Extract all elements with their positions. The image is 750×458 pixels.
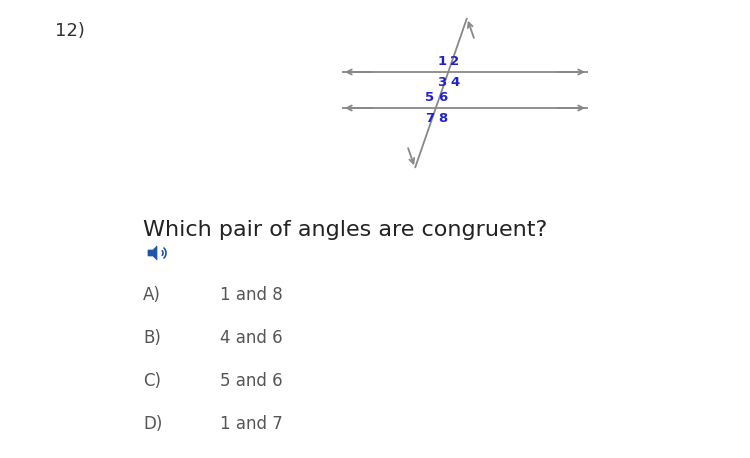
Text: 6: 6 (438, 91, 447, 104)
Text: Which pair of angles are congruent?: Which pair of angles are congruent? (143, 220, 548, 240)
Text: 2: 2 (450, 55, 460, 68)
Text: D): D) (143, 415, 162, 433)
Text: 4: 4 (450, 76, 460, 89)
Text: A): A) (143, 286, 160, 304)
Polygon shape (148, 246, 157, 260)
Text: B): B) (143, 329, 160, 347)
Text: 1: 1 (437, 55, 446, 68)
Text: 8: 8 (438, 112, 447, 125)
Text: 3: 3 (437, 76, 446, 89)
Text: 1 and 8: 1 and 8 (220, 286, 283, 304)
Text: C): C) (143, 372, 161, 390)
Text: 1 and 7: 1 and 7 (220, 415, 283, 433)
Text: 7: 7 (424, 112, 433, 125)
Text: 5 and 6: 5 and 6 (220, 372, 283, 390)
Text: 5: 5 (424, 91, 433, 104)
Text: 4 and 6: 4 and 6 (220, 329, 283, 347)
Text: 12): 12) (55, 22, 85, 40)
